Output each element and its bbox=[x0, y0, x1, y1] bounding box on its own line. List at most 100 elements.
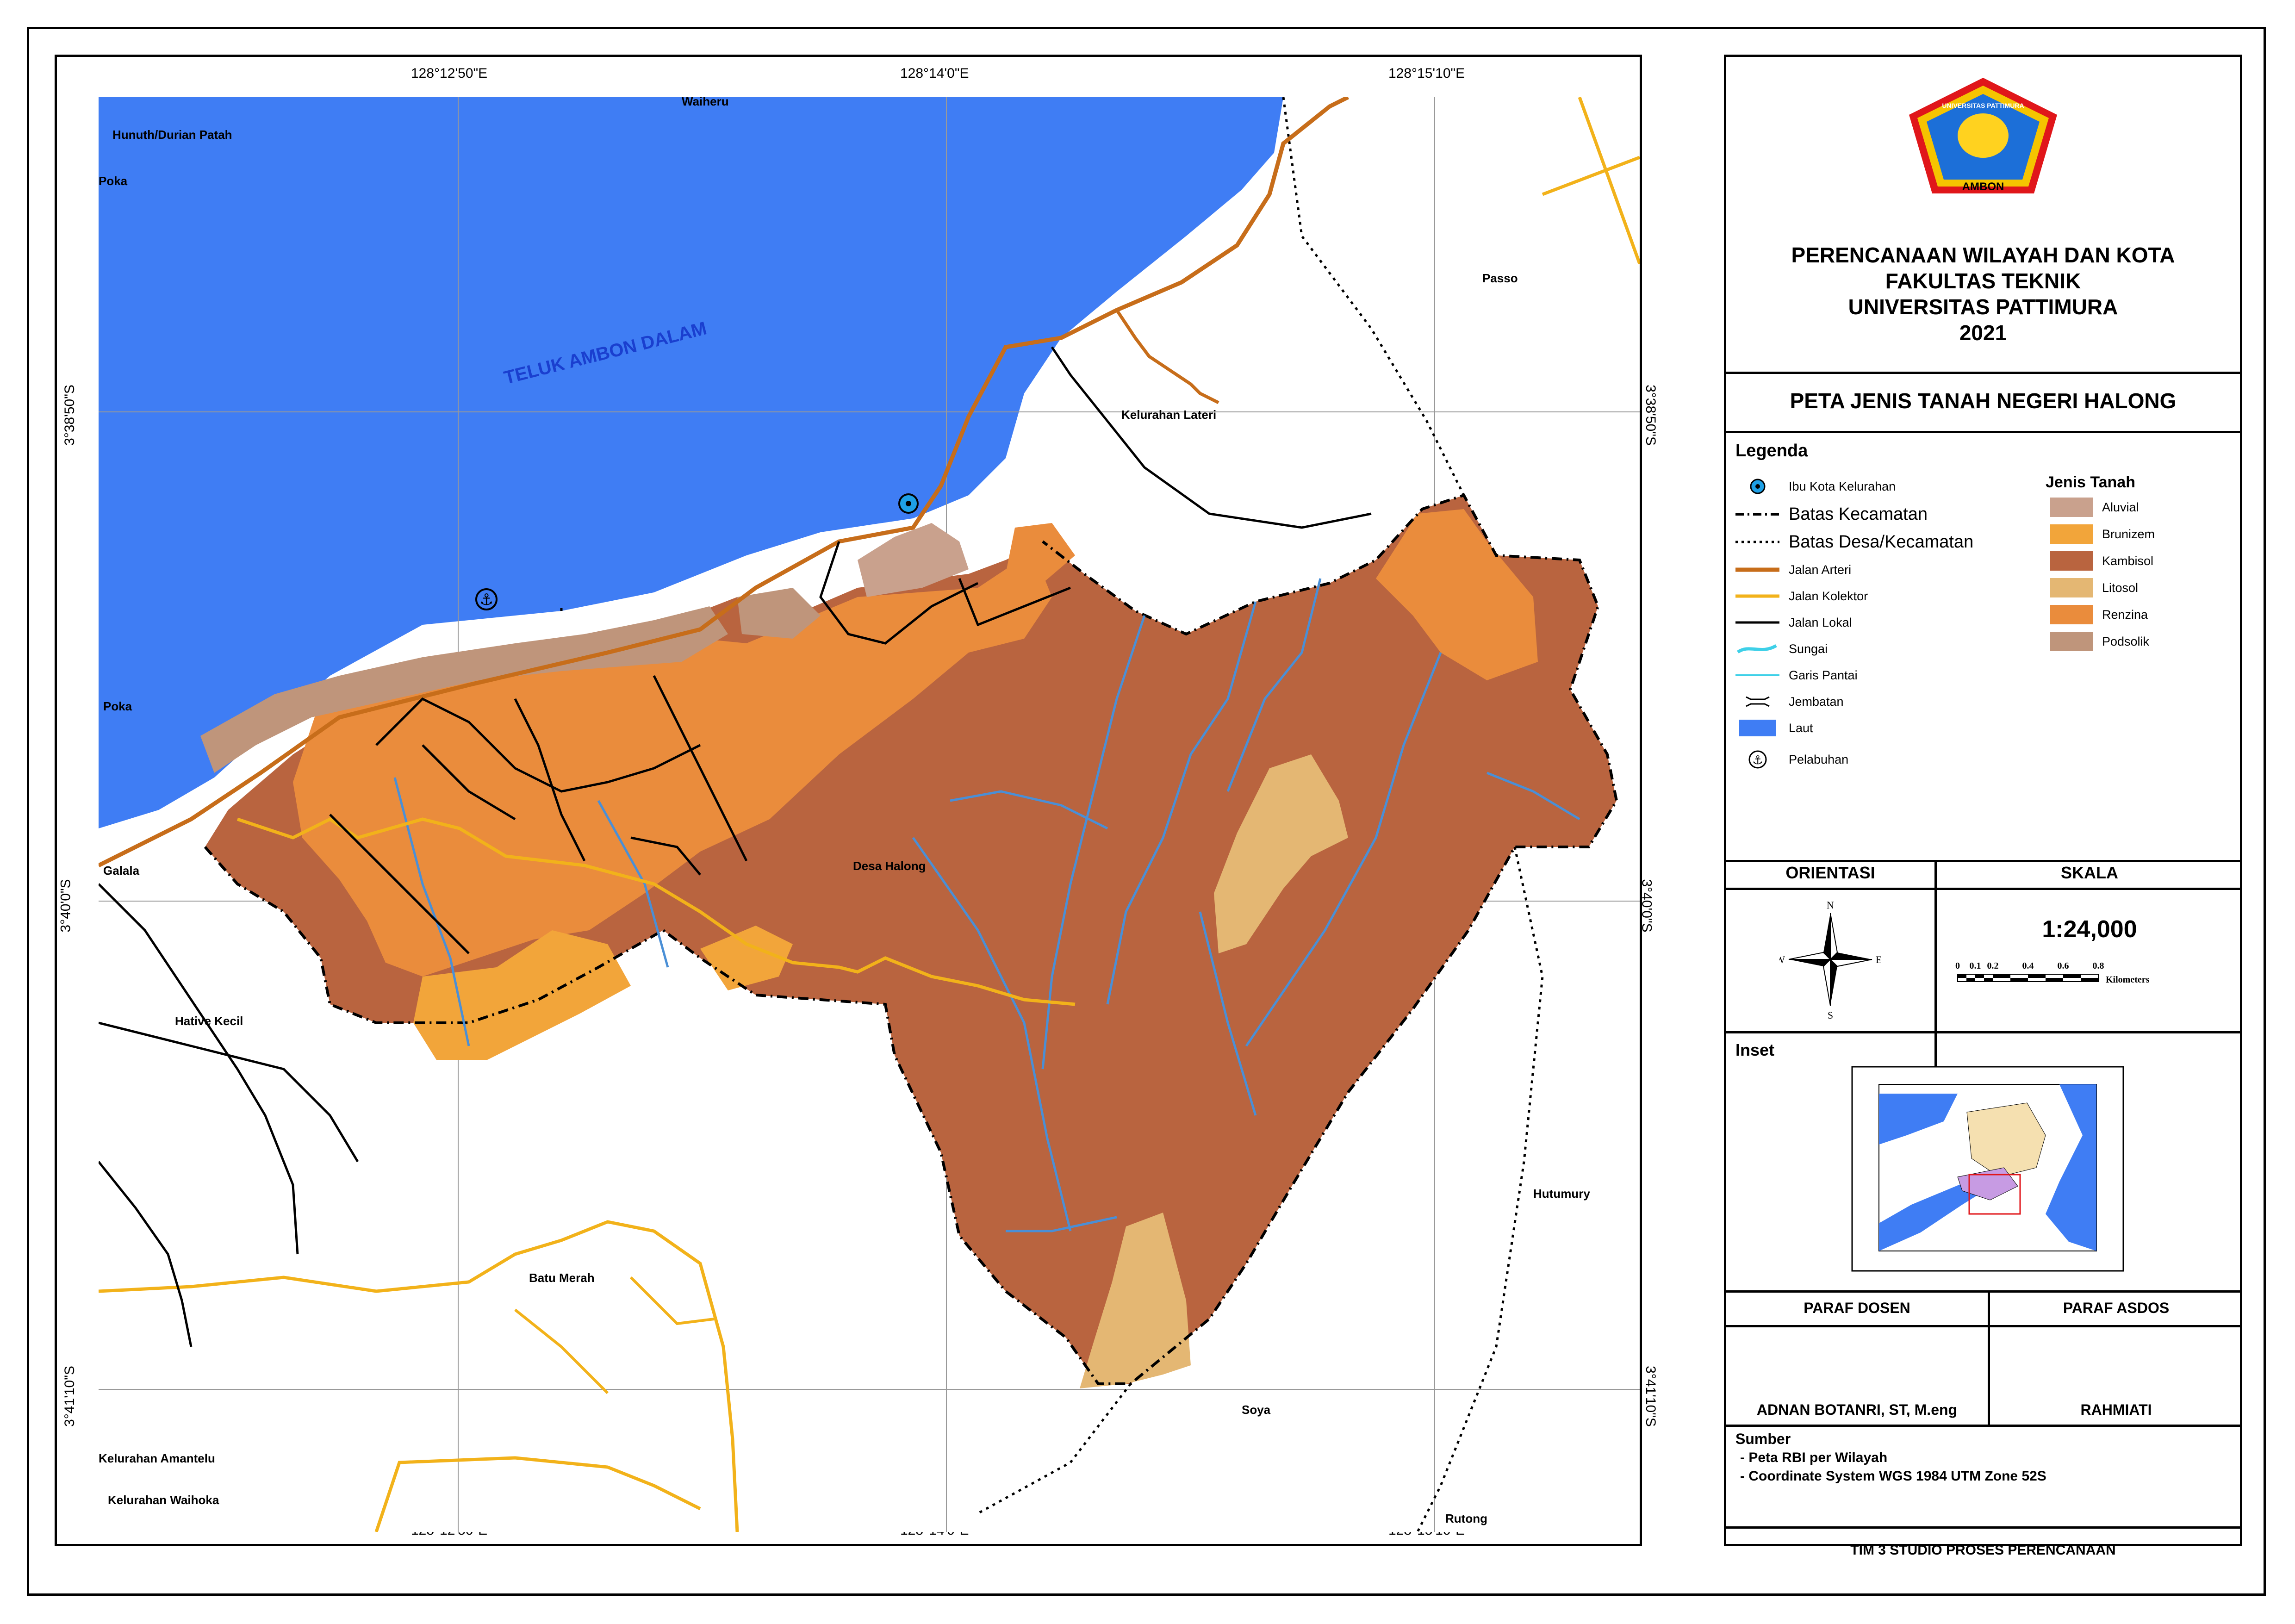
north-arrow-icon: N S E W bbox=[1779, 899, 1881, 1021]
svg-text:0.8: 0.8 bbox=[2093, 961, 2104, 971]
place-halong: Desa Halong bbox=[853, 859, 926, 873]
sumber-line-1: - Peta RBI per Wilayah bbox=[1740, 1450, 1888, 1465]
coord-top-2: 128°14'0"E bbox=[900, 66, 969, 81]
title-line-2: FAKULTAS TEKNIK bbox=[1885, 269, 2081, 293]
legend-item-jalan-arteri: Jalan Arteri bbox=[1735, 557, 1851, 583]
svg-text:0.1: 0.1 bbox=[1970, 961, 1981, 971]
soil-renzina-east bbox=[1376, 509, 1538, 680]
legend-item-jalan-lokal: Jalan Lokal bbox=[1735, 610, 1852, 635]
svg-text:Kilometers: Kilometers bbox=[2106, 975, 2150, 985]
map-frame bbox=[55, 55, 1642, 1546]
coord-left-1: 3°38'50"S bbox=[62, 385, 77, 446]
harbor-symbol: ⚓ bbox=[475, 588, 498, 610]
title-line-4: 2021 bbox=[1959, 321, 2007, 345]
svg-text:W: W bbox=[1779, 954, 1785, 965]
bridge-icon bbox=[1735, 692, 1779, 711]
scale-head: SKALA bbox=[2061, 863, 2118, 882]
collector-road-2 bbox=[99, 1220, 739, 1532]
place-passo: Passo bbox=[1482, 271, 1518, 285]
place-poka-top: Poka bbox=[99, 174, 128, 188]
paraf-asdos-head: PARAF ASDOS bbox=[2063, 1300, 2170, 1316]
place-galala: Galala bbox=[103, 864, 140, 877]
sumber-line-2: - Coordinate System WGS 1984 UTM Zone 52… bbox=[1740, 1468, 2046, 1484]
place-rutong: Rutong bbox=[1445, 1512, 1487, 1525]
river-icon bbox=[1735, 640, 1779, 658]
capital-point-icon bbox=[1735, 477, 1779, 496]
legend-item-jembatan: Jembatan bbox=[1735, 689, 1844, 715]
legend-item-batas-desa: Batas Desa/Kecamatan bbox=[1735, 529, 1973, 555]
svg-text:S: S bbox=[1828, 1009, 1833, 1021]
soil-item-brunizem: Brunizem bbox=[2050, 523, 2155, 546]
inset-map bbox=[1851, 1066, 2124, 1272]
soil-item-renzina: Renzina bbox=[2050, 603, 2148, 626]
sea-swatch-icon bbox=[1735, 719, 1779, 737]
collector-road bbox=[236, 817, 1076, 1006]
info-panel: AMBON UNIVERSITAS PATTIMURA PERENCANAAN … bbox=[1724, 55, 2242, 1558]
collector-road-3 bbox=[374, 1456, 701, 1532]
soil-podsolik-2 bbox=[737, 588, 821, 639]
footer-text: TIM 3 STUDIO PROSES PERENCANAAN bbox=[1850, 1543, 2116, 1558]
legend-item-jalan-kolektor: Jalan Kolektor bbox=[1735, 583, 1868, 609]
inset-title: Inset bbox=[1735, 1040, 1775, 1059]
coord-top-3: 128°15'10"E bbox=[1388, 66, 1465, 81]
place-hative: Hative Kecil bbox=[175, 1014, 243, 1028]
soil-item-kambisol: Kambisol bbox=[2050, 549, 2153, 572]
collector-road-icon bbox=[1735, 587, 1779, 605]
university-logo: AMBON UNIVERSITAS PATTIMURA bbox=[1909, 78, 2057, 193]
svg-text:0: 0 bbox=[1955, 961, 1960, 971]
capital-point bbox=[898, 493, 919, 514]
svg-text:N: N bbox=[1827, 899, 1834, 911]
soil-aluvial bbox=[858, 523, 969, 597]
dosen-name: ADNAN BOTANRI, ST, M.eng bbox=[1756, 1401, 1958, 1418]
kambisol-swatch bbox=[2050, 551, 2093, 571]
legend-item-sungai: Sungai bbox=[1735, 636, 1828, 662]
litosol-swatch bbox=[2050, 578, 2093, 597]
place-batu-merah: Batu Merah bbox=[529, 1271, 595, 1285]
legend-title: Legenda bbox=[1735, 441, 1808, 460]
local-roads bbox=[99, 346, 1372, 1347]
coord-top-1: 128°12'50"E bbox=[411, 66, 488, 81]
place-hunuth: Hunuth/Durian Patah bbox=[112, 128, 232, 142]
anchor-icon: ⚓ bbox=[1735, 750, 1779, 769]
soil-litosol-2 bbox=[1080, 1213, 1191, 1388]
place-waihoka: Kelurahan Waihoka bbox=[108, 1493, 219, 1507]
place-soya: Soya bbox=[1242, 1403, 1271, 1417]
svg-text:0.4: 0.4 bbox=[2022, 961, 2034, 971]
coastline-icon bbox=[1735, 666, 1779, 684]
coord-right-1: 3°38'50"S bbox=[1642, 385, 1658, 446]
legend-item-capital: Ibu Kota Kelurahan bbox=[1735, 473, 1896, 499]
place-amantelu: Kelurahan Amantelu bbox=[99, 1451, 215, 1465]
soil-renzina bbox=[293, 551, 1052, 977]
arterial-road-icon bbox=[1735, 560, 1779, 579]
soil-item-litosol: Litosol bbox=[2050, 576, 2138, 599]
legend-item-laut: Laut bbox=[1735, 715, 1813, 741]
legend-item-batas-kecamatan: Batas Kecamatan bbox=[1735, 501, 1928, 527]
svg-text:0.6: 0.6 bbox=[2058, 961, 2069, 971]
svg-text:⚓: ⚓ bbox=[1752, 753, 1763, 767]
title-line-3: UNIVERSITAS PATTIMURA bbox=[1848, 295, 2118, 319]
soil-legend-title: Jenis Tanah bbox=[2046, 473, 2135, 491]
legend-item-pelabuhan: ⚓ Pelabuhan bbox=[1735, 747, 1848, 772]
place-poka-mid: Poka bbox=[103, 699, 132, 713]
soil-litosol-1 bbox=[1214, 754, 1348, 953]
svg-text:0.2: 0.2 bbox=[1987, 961, 1999, 971]
arterial-road-branch bbox=[1115, 309, 1219, 404]
collector-road-5 bbox=[514, 1276, 715, 1394]
coord-left-3: 3°41'10"S bbox=[62, 1366, 77, 1427]
dotted-line-icon bbox=[1735, 533, 1779, 551]
podsolik-swatch bbox=[2050, 632, 2093, 651]
map-canvas: ⚓ Hunuth/Durian Patah Poka Waiheru Passo… bbox=[99, 97, 1640, 1532]
soil-item-aluvial: Aluvial bbox=[2050, 496, 2139, 519]
soil-brunizem bbox=[413, 930, 631, 1060]
place-hutumury: Hutumury bbox=[1533, 1187, 1590, 1201]
legend-item-garis-pantai: Garis Pantai bbox=[1735, 662, 1858, 688]
place-waiheru: Waiheru bbox=[682, 97, 729, 108]
map-title: PETA JENIS TANAH NEGERI HALONG bbox=[1790, 389, 2177, 413]
scale-ratio: 1:24,000 bbox=[2042, 916, 2137, 943]
local-road-icon bbox=[1735, 613, 1779, 632]
paraf-dosen-head: PARAF DOSEN bbox=[1804, 1300, 1910, 1316]
coord-right-3: 3°41'10"S bbox=[1642, 1366, 1658, 1427]
renzina-swatch bbox=[2050, 605, 2093, 624]
soil-item-podsolik: Podsolik bbox=[2050, 630, 2149, 653]
soil-podsolik bbox=[200, 606, 728, 773]
